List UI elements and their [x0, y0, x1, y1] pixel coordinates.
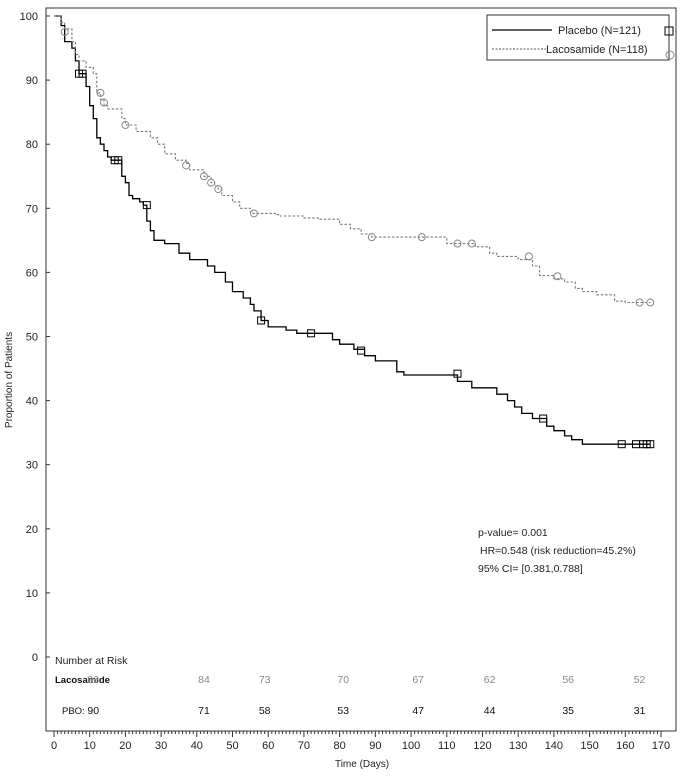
y-tick-label: 90 [26, 75, 38, 87]
y-tick-label: 100 [20, 11, 38, 23]
placebo-censor-marker [114, 156, 123, 165]
y-tick-label: 10 [26, 588, 38, 600]
risk-count-lacosamide: 62 [484, 674, 496, 686]
placebo-censor-marker [78, 69, 87, 78]
lacosamide-censor-marker [207, 178, 216, 187]
risk-count-lacosamide: 52 [634, 674, 646, 686]
risk-label-pbo: PBO: [62, 706, 85, 717]
x-tick-label: 50 [226, 740, 238, 752]
legend-box [486, 14, 670, 61]
x-tick-label: 170 [652, 740, 670, 752]
x-tick-label: 120 [473, 740, 491, 752]
lacosamide-censor-marker [249, 209, 258, 218]
x-tick-label: 140 [545, 740, 563, 752]
lacosamide-censor-marker [646, 298, 655, 307]
y-tick-label: 0 [32, 652, 38, 664]
y-axis: 0 10 20 30 40 50 60 70 80 90 100 [20, 11, 50, 664]
confidence-interval-text: 95% CI= [0.381,0.788] [478, 563, 583, 575]
x-tick-label: 100 [402, 740, 420, 752]
x-tick-label: 60 [262, 740, 274, 752]
risk-count-lacosamide: 56 [562, 674, 574, 686]
placebo-censor-marker [453, 369, 462, 378]
lacosamide-censor-marker [635, 298, 644, 307]
placebo-censor-marker [646, 440, 655, 449]
x-tick-label: 110 [438, 740, 456, 752]
series-layer [54, 15, 655, 449]
risk-count-pbo: 53 [337, 705, 349, 717]
y-tick-label: 20 [26, 524, 38, 536]
lacosamide-censor-marker [199, 172, 208, 181]
p-value-text: p-value= 0.001 [478, 527, 548, 539]
x-tick-label: 0 [51, 740, 57, 752]
lacosamide-censor-marker [524, 252, 533, 261]
placebo-survival-curve [54, 15, 651, 445]
x-tick-label: 20 [119, 740, 131, 752]
hazard-ratio-text: HR=0.548 (risk reduction=45.2%) [480, 545, 636, 557]
lacosamide-censor-marker [214, 185, 223, 194]
y-tick-label: 40 [26, 396, 38, 408]
x-tick-label: 160 [616, 740, 634, 752]
y-tick-label: 80 [26, 139, 38, 151]
legend: Placebo (N=121) Lacosamide (N=118) [486, 14, 675, 61]
placebo-censor-marker [539, 414, 548, 423]
lacosamide-censor-marker [60, 28, 69, 37]
y-tick-label: 50 [26, 332, 38, 344]
x-tick-label: 80 [334, 740, 346, 752]
risk-row-pbo: 90 71 58 53 47 44 35 31 [87, 705, 645, 717]
x-tick-label: 10 [84, 740, 96, 752]
x-tick-label: 40 [191, 740, 203, 752]
x-tick-label: 90 [369, 740, 381, 752]
x-tick-label: 30 [155, 740, 167, 752]
risk-count-lacosamide: 84 [198, 674, 210, 686]
legend-placebo-label: Placebo (N=121) [558, 25, 641, 37]
risk-count-pbo: 31 [634, 705, 646, 717]
legend-circle-marker [665, 50, 675, 60]
y-tick-label: 60 [26, 267, 38, 279]
lacosamide-censor-marker [453, 239, 462, 248]
x-tick-label: 150 [580, 740, 598, 752]
risk-count-pbo: 58 [259, 705, 271, 717]
y-tick-label: 70 [26, 203, 38, 215]
placebo-censor-marker [307, 329, 316, 338]
lacosamide-censor-marker [367, 233, 376, 242]
placebo-censor-marker [357, 346, 366, 355]
risk-count-lacosamide: 73 [259, 674, 271, 686]
lacosamide-censor-marker [96, 88, 105, 97]
x-tick-label: 130 [509, 740, 527, 752]
statistics-annotation: p-value= 0.001 HR=0.548 (risk reduction=… [478, 527, 636, 575]
number-at-risk-title: Number at Risk [55, 655, 128, 667]
placebo-censor-marker [617, 440, 626, 449]
risk-count-lacosamide: 96 [87, 674, 99, 686]
placebo-censor-marker [142, 201, 151, 210]
x-axis-title: Time (Days) [335, 759, 389, 770]
number-at-risk: Number at Risk Lacosamide PBO: 96 84 73 70 6… [55, 655, 646, 717]
legend-square-marker [664, 26, 674, 36]
lacosamide-censor-marker [467, 239, 476, 248]
legend-lacosamide-label: Lacosamide (N=118) [546, 44, 648, 56]
risk-count-pbo: 47 [412, 705, 424, 717]
risk-count-pbo: 71 [198, 705, 210, 717]
lacosamide-censor-marker [182, 161, 191, 170]
lacosamide-censor-marker [121, 120, 130, 129]
x-tick-label: 70 [298, 740, 310, 752]
risk-count-lacosamide: 70 [337, 674, 349, 686]
placebo-censor-marker [257, 316, 266, 325]
y-tick-label: 30 [26, 460, 38, 472]
lacosamide-censor-marker [553, 272, 562, 281]
risk-row-lacosamide: 96 84 73 70 67 62 56 52 [87, 674, 645, 686]
lacosamide-survival-curve [54, 15, 651, 304]
risk-count-pbo: 35 [562, 705, 574, 717]
risk-count-pbo: 90 [87, 705, 99, 717]
risk-label-lacosamide: Lacosamide [55, 675, 110, 686]
risk-count-lacosamide: 67 [412, 674, 424, 686]
risk-count-pbo: 44 [484, 705, 496, 717]
lacosamide-censor-marker [417, 233, 426, 242]
y-axis-title: Proportion of Patients [4, 332, 15, 428]
x-axis: 0 10 20 30 40 50 60 70 80 90 100 110 120 130 140 150 160… [51, 731, 670, 752]
lacosamide-censor-marker [99, 98, 108, 107]
